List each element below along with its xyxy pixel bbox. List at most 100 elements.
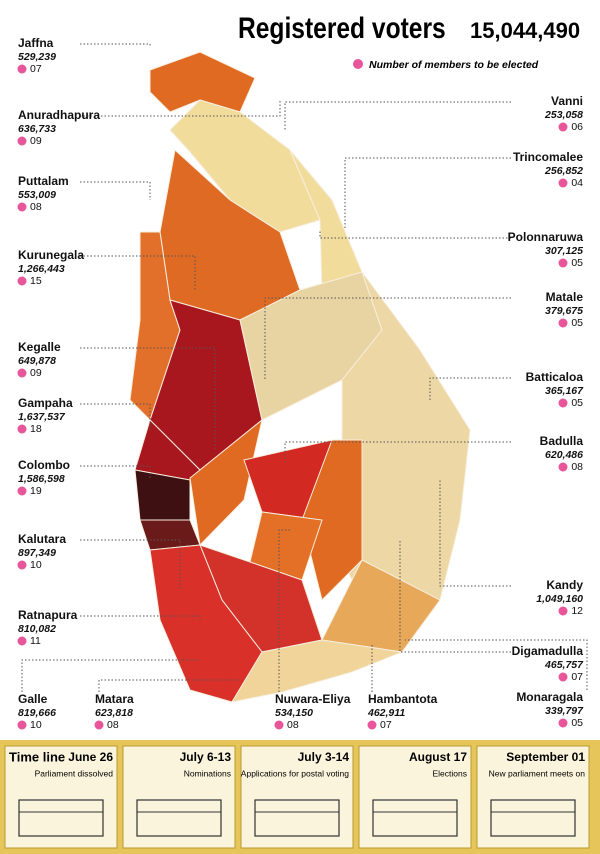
timeline-date: September 01 [506, 750, 585, 764]
members-dot [558, 318, 568, 328]
members-dot [17, 424, 27, 434]
timeline-illustration [490, 799, 576, 837]
members-dot [17, 720, 27, 730]
members-dot [17, 560, 27, 570]
members-dot [17, 202, 27, 212]
district-name: Digamadulla [512, 644, 584, 658]
district-name: Kegalle [18, 340, 61, 354]
leader-line [21, 659, 200, 692]
timeline-date: June 26 [68, 750, 113, 764]
district-labels: Jaffna529,23907Anuradhapura636,73309Putt… [17, 36, 588, 731]
timeline-illustration [18, 799, 104, 837]
members-dot [274, 720, 284, 730]
district-members: 08 [571, 461, 583, 473]
district-members: 09 [30, 135, 42, 147]
district-members: 07 [30, 63, 42, 75]
timeline-date: July 6-13 [180, 750, 232, 764]
district-shape [189, 418, 263, 547]
district-voters: 465,757 [544, 659, 584, 671]
district-voters: 649,878 [18, 355, 56, 367]
members-dot [94, 720, 104, 730]
members-dot [558, 672, 568, 682]
district-members: 05 [571, 257, 583, 269]
leader-line [80, 615, 201, 620]
district-voters: 819,666 [18, 707, 56, 719]
title: Registered voters [238, 11, 446, 45]
district-voters: 379,675 [545, 305, 583, 317]
district-members: 11 [30, 635, 41, 647]
district-name: Kandy [546, 578, 583, 592]
district-name: Matara [95, 692, 134, 706]
district-voters: 810,082 [18, 623, 56, 635]
timeline-panel [476, 745, 590, 849]
timeline-text: Nominations [184, 768, 231, 778]
district-name: Monaragala [516, 690, 583, 704]
leader-line [399, 540, 511, 653]
district-members: 05 [571, 397, 583, 409]
leader-line [80, 403, 151, 430]
district-name: Gampaha [18, 396, 73, 410]
members-dot [558, 462, 568, 472]
district-members: 08 [30, 201, 42, 213]
district-voters: 1,049,160 [536, 593, 583, 605]
total-voters: 15,044,490 [470, 18, 580, 43]
leader-line [405, 639, 588, 690]
timeline-date: August 17 [409, 750, 467, 764]
header: Registered voters 15,044,490 Number of m… [238, 11, 580, 71]
leader-line [284, 101, 511, 130]
timeline: Time line June 26 Parliament dissolved July… [0, 740, 600, 854]
district-voters: 307,125 [545, 245, 583, 257]
district-name: Kalutara [18, 532, 66, 546]
members-dot [558, 122, 568, 132]
timeline-illustration [372, 799, 458, 837]
members-dot [17, 276, 27, 286]
district-members: 07 [571, 671, 583, 683]
district-voters: 620,486 [545, 449, 583, 461]
map [129, 51, 471, 703]
district-voters: 1,266,443 [18, 263, 65, 275]
leader-line [80, 100, 281, 117]
district-name: Ratnapura [18, 608, 78, 622]
district-members: 05 [571, 317, 583, 329]
members-dot [17, 368, 27, 378]
district-voters: 529,239 [18, 51, 56, 63]
leader-line [80, 43, 151, 46]
district-members: 08 [287, 719, 299, 731]
timeline-text: Elections [433, 768, 468, 778]
district-name: Hambantota [368, 692, 438, 706]
district-voters: 462,911 [367, 707, 405, 719]
leader-line [344, 157, 511, 230]
members-dot [558, 258, 568, 268]
district-members: 08 [107, 719, 119, 731]
district-name: Vanni [551, 94, 583, 108]
leader-line [319, 230, 511, 239]
district-members: 10 [30, 719, 42, 731]
district-name: Jaffna [18, 36, 54, 50]
timeline-illustration [136, 799, 222, 837]
members-dot [558, 718, 568, 728]
leader-line [80, 539, 181, 590]
members-dot [17, 636, 27, 646]
district-voters: 623,818 [95, 707, 133, 719]
district-members: 04 [571, 177, 583, 189]
district-name: Polonnaruwa [508, 230, 584, 244]
leader-line [370, 644, 373, 692]
members-dot [17, 486, 27, 496]
district-voters: 636,733 [18, 123, 56, 135]
members-dot [367, 720, 377, 730]
district-voters: 339,797 [545, 705, 584, 717]
district-name: Colombo [18, 458, 70, 472]
timeline-panel [358, 745, 472, 849]
legend-text: Number of members to be elected [369, 59, 539, 71]
district-name: Nuwara-Eliya [275, 692, 351, 706]
district-name: Galle [18, 692, 48, 706]
legend-dot [353, 59, 363, 69]
timeline-text: Parliament dissolved [35, 768, 114, 778]
timeline-text: Applications for postal voting [241, 768, 349, 778]
timeline-panel [4, 745, 118, 849]
district-voters: 553,009 [18, 189, 56, 201]
members-dot [17, 64, 27, 74]
district-members: 06 [571, 121, 583, 133]
